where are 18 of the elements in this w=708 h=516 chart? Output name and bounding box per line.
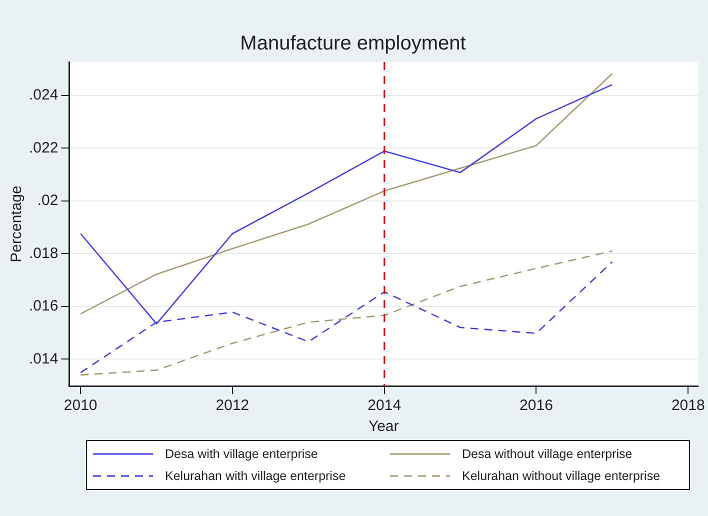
legend-label: Kelurahan without village enterprise bbox=[462, 469, 660, 483]
x-tick-label: 2016 bbox=[520, 397, 553, 414]
y-tick-label: .018 bbox=[28, 244, 58, 262]
y-tick-label: .016 bbox=[28, 298, 58, 315]
x-tick-label: 2014 bbox=[368, 397, 402, 414]
y-tick-label: .014 bbox=[28, 350, 58, 368]
x-tick-label: 2010 bbox=[64, 397, 98, 414]
y-tick-label: .02 bbox=[37, 192, 58, 210]
y-axis-title: Percentage bbox=[8, 186, 26, 262]
x-tick-label: 2018 bbox=[671, 397, 705, 414]
legend-label: Desa without village enterprise bbox=[462, 447, 632, 461]
chart-title: Manufacture employment bbox=[240, 32, 466, 55]
y-tick-label: .024 bbox=[28, 86, 58, 104]
x-tick-label: 2012 bbox=[216, 397, 250, 414]
x-axis-title: Year bbox=[368, 418, 399, 436]
y-tick-label: .022 bbox=[28, 139, 58, 156]
legend-label: Desa with village enterprise bbox=[165, 447, 318, 461]
legend-label: Kelurahan with village enterprise bbox=[165, 469, 346, 483]
